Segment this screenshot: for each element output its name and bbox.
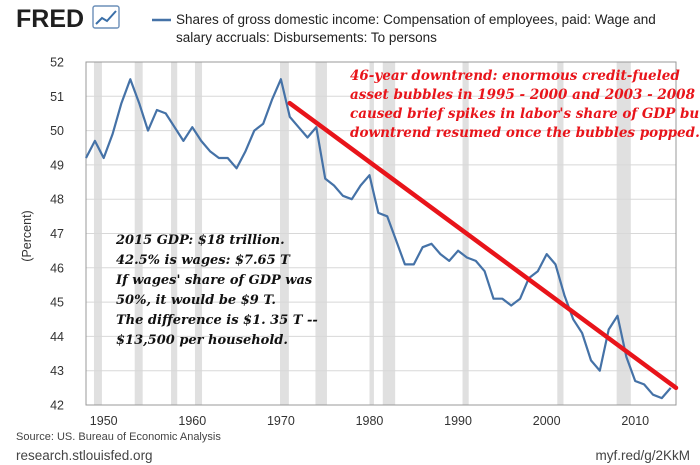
legend-text-line2: salary accruals: Disbursements: To perso…	[176, 30, 437, 45]
y-tick-label: 43	[50, 364, 64, 378]
black-annotation-line: The difference is $1. 35 T --	[116, 313, 318, 328]
series-line	[85, 78, 672, 400]
black-annotation-line: 42.5% is wages: $7.65 T	[116, 253, 291, 268]
x-tick-label: 1960	[178, 414, 206, 428]
plot-area-border	[85, 61, 677, 406]
y-tick-label: 44	[50, 330, 64, 344]
y-tick-label: 48	[50, 193, 64, 207]
y-axis-label: (Percent)	[20, 210, 34, 261]
black-annotation: 2015 GDP: $18 trillion. 42.5% is wages: …	[115, 233, 318, 348]
y-tick-label: 52	[50, 56, 64, 70]
x-tick-label: 1970	[267, 414, 295, 428]
y-tick-label: 50	[50, 124, 64, 138]
black-annotation-line: 2015 GDP: $18 trillion.	[115, 233, 285, 248]
site-link[interactable]: research.stlouisfed.org	[16, 448, 153, 463]
x-tick-label: 1980	[356, 414, 384, 428]
source-note: Source: US. Bureau of Economic Analysis	[16, 431, 221, 443]
y-tick-label: 47	[50, 227, 64, 241]
x-tick-label: 1990	[444, 414, 472, 428]
red-annotation-line: asset bubbles in 1995 - 2000 and 2003 - …	[350, 87, 696, 103]
red-annotation: 46-year downtrend: enormous credit-fuele…	[350, 68, 700, 141]
red-annotation-line: downtrend resumed once the bubbles poppe…	[350, 125, 700, 141]
x-tick-label: 2000	[533, 414, 561, 428]
fred-logo: FRED	[16, 5, 84, 33]
trend-line	[287, 100, 679, 391]
y-tick-label: 45	[50, 296, 64, 310]
y-tick-label: 51	[50, 90, 64, 104]
legend-text-line1: Shares of gross domestic income: Compens…	[176, 12, 656, 27]
x-tick-labels: 1950 1960 1970 1980 1990 2000 2010	[90, 414, 649, 428]
red-annotation-line: 46-year downtrend: enormous credit-fuele…	[350, 68, 680, 84]
x-tick-label: 1950	[90, 414, 118, 428]
short-url-link[interactable]: myf.red/g/2KkM	[595, 448, 690, 463]
fred-logo-icon	[92, 5, 120, 29]
x-tick-label: 2010	[621, 414, 649, 428]
black-annotation-line: If wages' share of GDP was	[115, 273, 313, 288]
y-tick-label: 49	[50, 158, 64, 172]
y-tick-label: 42	[50, 399, 64, 413]
black-annotation-line: $13,500 per household.	[116, 333, 288, 348]
y-tick-labels: 42 43 44 45 46 47 48 49 50 51 52	[50, 56, 64, 413]
red-annotation-line: caused brief spikes in labor's share of …	[350, 106, 700, 122]
trend-layer	[287, 100, 679, 391]
black-annotation-line: 50%, it would be $9 T.	[116, 293, 276, 308]
y-tick-label: 46	[50, 261, 64, 275]
series-layer	[85, 78, 672, 400]
